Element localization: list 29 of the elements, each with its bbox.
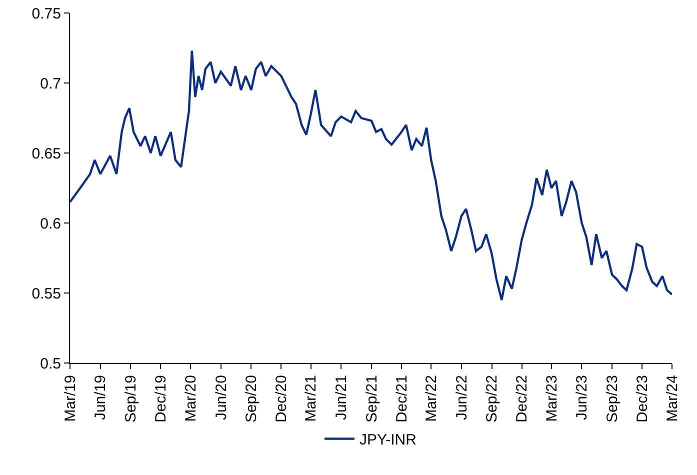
y-tick-label: 0.5 [40,355,61,372]
line-series [70,50,672,302]
y-tick-label: 0.7 [40,75,61,92]
x-tick-label: Dec/22 [514,375,531,423]
x-tick-label: Jun/20 [212,375,230,420]
x-tick-label: Jun/23 [574,375,591,420]
x-tick-label: Dec/21 [393,375,410,423]
x-tick-label: Dec/23 [634,375,651,423]
x-tick-label: Mar/24 [664,375,681,422]
y-tick-label: 0.75 [32,5,61,22]
x-tick-label: Mar/23 [543,375,560,422]
y-tick-label: 0.6 [40,215,61,232]
x-tick-label: Mar/19 [62,375,79,422]
x-tick-label: Jun/19 [92,375,110,420]
x-tick-label: Mar/21 [302,375,320,422]
y-tick-label: 0.65 [32,145,61,162]
x-tick-label: Dec/20 [273,375,290,423]
x-tick-label: Sep/20 [243,375,260,423]
x-tick-label: Dec/19 [152,375,170,423]
x-tick-label: Jun/21 [333,375,350,420]
x-tick-label: Sep/19 [122,375,140,423]
y-tick-label: 0.55 [32,285,61,302]
legend-label: JPY-INR [360,432,417,449]
x-tick-label: Jun/22 [453,375,470,420]
x-tick-label: Sep/23 [604,375,621,423]
x-tick-label: Sep/21 [363,375,380,423]
x-tick-label: Sep/22 [484,375,501,423]
x-tick-label: Mar/22 [423,375,440,422]
x-tick-label: Mar/20 [182,375,200,422]
